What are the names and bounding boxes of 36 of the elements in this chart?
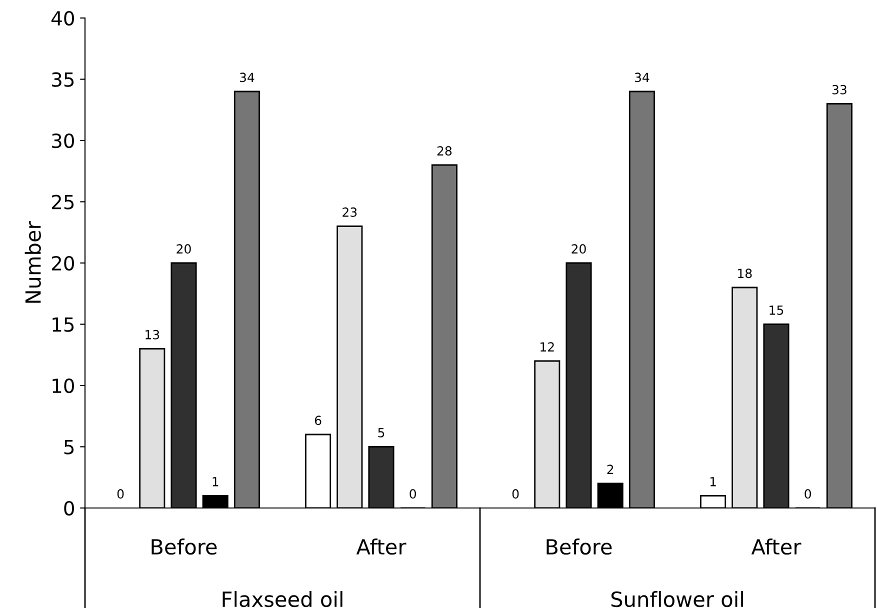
data-label: 28 <box>437 146 452 156</box>
y-tick-label: 20 <box>52 256 74 271</box>
data-label: 15 <box>770 306 784 315</box>
data-label: 13 <box>146 330 160 340</box>
data-label: 23 <box>342 207 357 217</box>
data-label: 0 <box>410 489 416 499</box>
data-label: 5 <box>378 428 384 438</box>
x-tick-label: After <box>356 538 406 555</box>
y-tick-label: 15 <box>52 317 74 332</box>
text: Flaxseed oil <box>222 591 342 608</box>
data-label: 0 <box>117 489 124 499</box>
y-tick-label: 5 <box>64 440 74 454</box>
data-label: 20 <box>176 244 191 254</box>
y-axis-title: Number <box>24 221 41 303</box>
data-label: 34 <box>634 72 650 82</box>
data-label: 6 <box>314 416 322 426</box>
data-label: 1 <box>710 477 716 486</box>
data-label: 0 <box>804 489 811 499</box>
text: Sunflower oil <box>611 591 743 608</box>
data-label: 34 <box>240 72 254 82</box>
y-tick-label: 35 <box>52 72 74 87</box>
data-label: 18 <box>738 268 752 278</box>
y-tick-label: 30 <box>52 133 74 148</box>
data-label: 2 <box>607 464 614 474</box>
y-tick-label: 0 <box>64 500 74 516</box>
data-label: 0 <box>512 489 519 499</box>
x-tick-label: After <box>751 538 802 555</box>
x-tick-label: Before <box>546 538 612 555</box>
data-label: 33 <box>832 84 846 94</box>
y-tick-label: 25 <box>52 194 74 210</box>
y-tick-label: 10 <box>52 378 74 394</box>
x-tick-label: Before <box>152 538 217 555</box>
data-label: 12 <box>540 342 554 352</box>
data-label: 20 <box>572 244 586 254</box>
data-label: 1 <box>212 477 218 486</box>
y-tick-label: 40 <box>51 10 74 26</box>
